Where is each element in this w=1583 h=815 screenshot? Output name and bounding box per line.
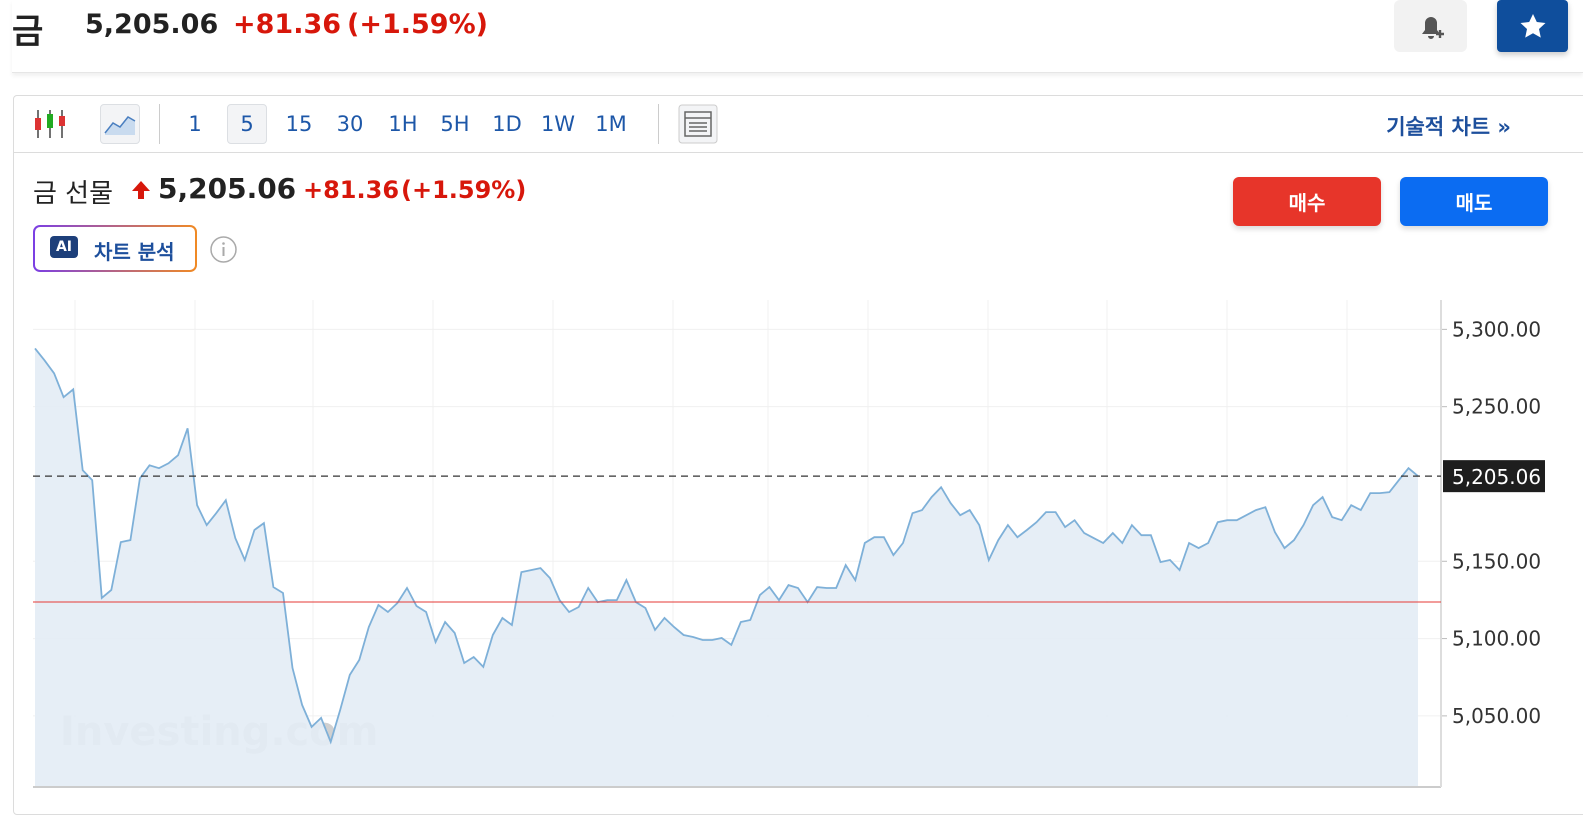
candle-icon[interactable]: [30, 104, 70, 144]
interval-option[interactable]: 30: [336, 112, 364, 136]
instrument-name: 금 선물: [33, 179, 114, 209]
instrument-change-pct: (+1.59%): [401, 176, 527, 204]
interval-option[interactable]: 15: [285, 112, 313, 136]
technical-chart-link[interactable]: 기술적 차트 »: [1386, 115, 1511, 139]
toolbar-separator: [658, 104, 659, 144]
toolbar-separator: [159, 104, 160, 144]
info-icon[interactable]: [209, 235, 238, 264]
last-price-box: [1443, 460, 1545, 493]
y-tick-label: 5,300.00: [1452, 317, 1541, 341]
up-arrow: [132, 181, 150, 199]
area-fill: [35, 348, 1418, 787]
y-tick-label: 5,250.00: [1452, 395, 1541, 419]
toolbar-divider: [14, 152, 1583, 153]
layout-icon[interactable]: [678, 104, 718, 144]
buy-button[interactable]: 매수: [1233, 177, 1381, 226]
sell-button[interactable]: 매도: [1400, 177, 1548, 226]
ai-badge: AI: [50, 236, 78, 258]
header-change-pct: (+1.59%): [347, 9, 488, 40]
area-icon[interactable]: [100, 104, 140, 144]
header-change: +81.36: [233, 9, 342, 40]
y-tick-label: 5,150.00: [1452, 549, 1541, 573]
area-icon-graphic: [104, 116, 136, 135]
interval-option[interactable]: 5: [227, 104, 267, 144]
y-tick-label: 5,100.00: [1452, 627, 1541, 651]
interval-option[interactable]: 1D: [492, 112, 522, 136]
interval-option[interactable]: 1W: [540, 112, 576, 136]
alert-button[interactable]: [1394, 0, 1467, 52]
ai-chart-button[interactable]: AI 차트 분석: [33, 225, 197, 272]
bell-icon: [1422, 17, 1444, 39]
interval-option[interactable]: 1H: [388, 112, 418, 136]
favorite-button[interactable]: [1497, 0, 1568, 52]
instrument-price: 5,205.06: [158, 172, 297, 205]
interval-option[interactable]: 5H: [440, 112, 470, 136]
last-price-label: 5,205.06: [1452, 465, 1541, 489]
header-bar: [12, 0, 1583, 73]
price-line: [34, 347, 1419, 745]
y-tick-label: 5,050.00: [1452, 704, 1541, 728]
star-icon: [1520, 14, 1546, 38]
interval-option[interactable]: 1: [188, 112, 202, 136]
header-price: 5,205.06: [85, 9, 219, 40]
page-title: 금: [12, 12, 44, 52]
interval-option[interactable]: 1M: [595, 112, 627, 136]
instrument-change: +81.36: [303, 176, 400, 204]
ai-button-label: 차트 분석: [94, 240, 175, 264]
ai-button-inner: AI 차트 분석: [35, 227, 195, 270]
